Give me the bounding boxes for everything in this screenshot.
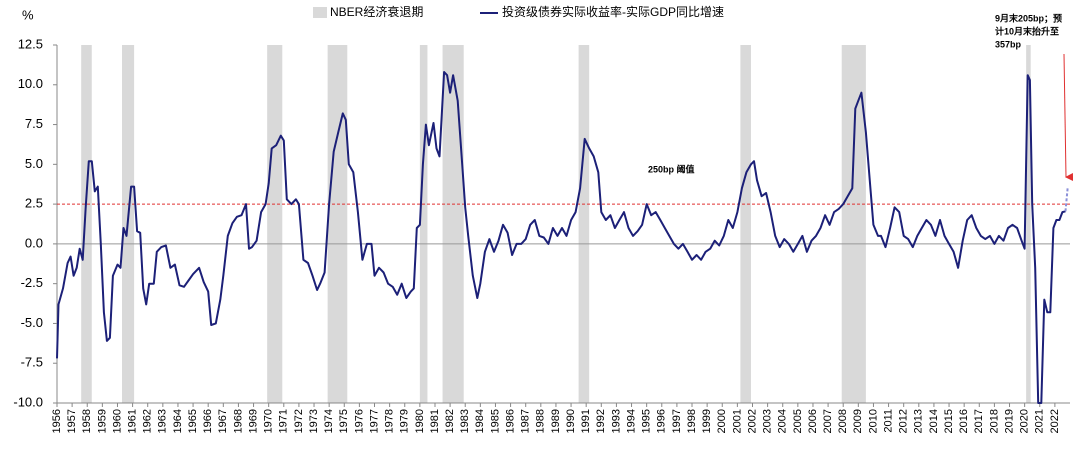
x-tick-label: 2020 [1019, 409, 1031, 433]
x-tick-label: 1973 [308, 409, 320, 433]
y-tick-label: -2.5 [21, 275, 43, 290]
x-tick-label: 2012 [898, 409, 910, 433]
x-tick-label: 1994 [625, 409, 637, 433]
x-tick-label: 2018 [988, 409, 1000, 433]
legend-label: 投资级债券实际收益率-实际GDP同比增速 [502, 4, 724, 19]
x-tick-label: 2017 [973, 409, 985, 433]
x-tick-label: 1983 [459, 409, 471, 433]
y-tick-label: 12.5 [18, 36, 43, 51]
x-tick-label: 2003 [762, 409, 774, 433]
y-tick-label: -10.0 [13, 394, 43, 409]
y-tick-label: -7.5 [21, 355, 43, 370]
x-tick-label: 1978 [384, 409, 396, 433]
annotation: 357bp [995, 39, 1022, 49]
x-tick-label: 1981 [429, 409, 441, 433]
x-tick-label: 1989 [550, 409, 562, 433]
x-tick-label: 2000 [716, 409, 728, 433]
x-tick-label: 2007 [822, 409, 834, 433]
x-tick-label: 1985 [489, 409, 501, 433]
x-tick-label: 1990 [565, 409, 577, 433]
legend-swatch [313, 7, 327, 18]
x-tick-label: 1963 [157, 409, 169, 433]
x-tick-label: 1986 [504, 409, 516, 433]
x-tick-label: 1975 [338, 409, 350, 433]
x-tick-label: 2016 [958, 409, 970, 433]
x-tick-label: 2015 [943, 409, 955, 433]
recession-band [267, 45, 283, 403]
x-tick-label: 1959 [96, 409, 108, 433]
data-line [56, 71, 1066, 404]
x-tick-label: 1992 [595, 409, 607, 433]
x-tick-label: 1979 [399, 409, 411, 433]
x-tick-label: 1971 [278, 409, 290, 433]
y-tick-label: 5.0 [25, 156, 43, 171]
x-tick-label: 1993 [610, 409, 622, 433]
x-tick-label: 1976 [353, 409, 365, 433]
x-tick-label: 1956 [51, 409, 63, 433]
y-tick-label: 0.0 [25, 235, 43, 250]
y-tick-label: -5.0 [21, 315, 43, 330]
recession-band [442, 45, 464, 403]
x-tick-label: 2014 [928, 409, 940, 433]
y-tick-label: 10.0 [18, 76, 43, 91]
annotation: 9月末205bp；预 [995, 12, 1062, 24]
x-tick-label: 1968 [232, 409, 244, 433]
threshold-label: 250bp 阈值 [648, 163, 695, 174]
annotation-arrow [1063, 53, 1074, 181]
x-tick-label: 1964 [172, 409, 184, 433]
x-tick-label: 1958 [81, 409, 93, 433]
x-tick-label: 1972 [293, 409, 305, 433]
x-tick-label: 1957 [66, 409, 78, 433]
x-tick-label: 1988 [535, 409, 547, 433]
x-tick-label: 2013 [913, 409, 925, 433]
legend-label: NBER经济衰退期 [330, 4, 423, 19]
x-tick-label: 1965 [187, 409, 199, 433]
x-tick-label: 2022 [1049, 409, 1061, 433]
x-tick-label: 1987 [520, 409, 532, 433]
x-tick-label: 2001 [731, 409, 743, 433]
x-tick-label: 1967 [217, 409, 229, 433]
x-tick-label: 2002 [746, 409, 758, 433]
x-tick-label: 2019 [1003, 409, 1015, 433]
x-tick-label: 2009 [852, 409, 864, 433]
x-tick-label: 1970 [263, 409, 275, 433]
x-tick-label: 1966 [202, 409, 214, 433]
x-tick-label: 1961 [127, 409, 139, 433]
x-tick-label: 2011 [882, 409, 894, 433]
recession-band [419, 45, 428, 403]
x-tick-label: 1969 [247, 409, 259, 433]
projection-line [1064, 186, 1069, 212]
y-tick-label: 7.5 [25, 116, 43, 131]
x-tick-label: 1995 [641, 409, 653, 433]
recession-band [81, 45, 92, 403]
x-tick-label: 1991 [580, 409, 592, 433]
y-axis-label: % [22, 7, 34, 22]
x-tick-label: 1962 [142, 409, 154, 433]
recession-band [1026, 45, 1031, 403]
x-tick-label: 1984 [474, 409, 486, 433]
x-tick-label: 2008 [837, 409, 849, 433]
x-tick-label: 1996 [656, 409, 668, 433]
x-tick-label: 1997 [671, 409, 683, 433]
x-tick-label: 2021 [1034, 409, 1046, 433]
x-tick-label: 2005 [792, 409, 804, 433]
x-tick-label: 1974 [323, 409, 335, 433]
recession-band [578, 45, 590, 403]
x-tick-label: 2006 [807, 409, 819, 433]
x-tick-label: 1998 [686, 409, 698, 433]
x-tick-label: 2004 [777, 409, 789, 433]
x-tick-label: 1980 [414, 409, 426, 433]
annotation: 计10月末抬升至 [995, 25, 1059, 36]
recession-band [327, 45, 348, 403]
recession-band [740, 45, 751, 403]
x-tick-label: 1999 [701, 409, 713, 433]
x-tick-label: 1982 [444, 409, 456, 433]
x-tick-label: 2010 [867, 409, 879, 433]
x-tick-label: 1960 [111, 409, 123, 433]
x-tick-label: 1977 [368, 409, 380, 433]
y-tick-label: 2.5 [25, 196, 43, 211]
